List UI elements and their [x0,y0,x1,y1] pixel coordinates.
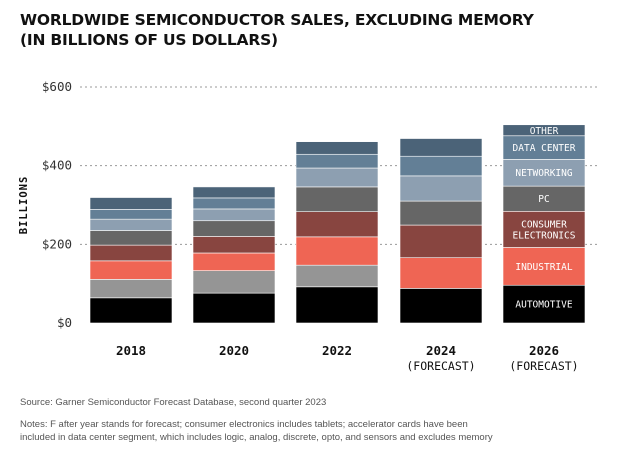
bar-segment [192,220,276,237]
y-axis-label: BILLIONS [18,176,30,235]
chart-title: WORLDWIDE SEMICONDUCTOR SALES, EXCLUDING… [20,10,620,50]
chart-title-line-2: (IN BILLIONS OF US DOLLARS) [20,31,278,49]
bar-segment [502,185,586,212]
bar-segment [399,224,483,259]
bar-segment [192,197,276,210]
y-tick-label: $0 [57,315,72,330]
bar-segment [89,244,173,262]
bar-segment [295,236,379,266]
x-tick-label: 2022 [322,343,352,358]
x-tick-label: (FORECAST) [406,359,475,373]
x-tick-label: (FORECAST) [509,359,578,373]
footnote-line-1: Notes: F after year stands for forecast;… [20,419,468,430]
bar-segment [295,153,379,169]
bar-segment [295,286,379,324]
y-tick-label: $200 [42,236,72,251]
segment-label: DATA CENTER [513,143,576,154]
bar-segment [399,155,483,177]
bar-segment [502,247,586,286]
bar-segment [295,264,379,288]
bar-segment [192,270,276,294]
bar-segment [192,292,276,324]
bar-segment [89,209,173,220]
footnote-line-2: included in data center segment, which i… [20,432,493,443]
segment-label: AUTOMOTIVE [515,300,572,311]
segment-label: INDUSTRIAL [515,262,572,273]
bar-segment [295,211,379,238]
y-tick-label: $600 [42,79,72,94]
segment-label: NETWORKING [515,168,572,179]
bar-segment [502,284,586,324]
bar-segment [192,186,276,199]
x-tick-label: 2018 [116,343,146,358]
bar-segment [192,252,276,271]
y-tick-label: $400 [42,158,72,173]
x-tick-label: 2020 [219,343,249,358]
bar-segment [399,257,483,289]
x-tick-label: 2026 [529,343,559,358]
bar-segment [399,138,483,157]
bar-segment [295,186,379,212]
source-note: Source: Garner Semiconductor Forecast Da… [20,397,327,408]
bar-segment [89,297,173,324]
bar-segment [295,167,379,188]
bar-segment [502,210,586,248]
chart-title-line-1: WORLDWIDE SEMICONDUCTOR SALES, EXCLUDING… [20,11,534,29]
bar-segment [89,230,173,246]
segment-label: CONSUMER [521,219,567,230]
bar-segment [399,175,483,202]
bar-segment [89,197,173,210]
bar-segment [295,141,379,155]
segment-label: PC [538,194,549,205]
bar-segment [89,218,173,231]
bar-segment [502,159,586,187]
bar-segment [399,288,483,324]
bar-segment [502,124,586,137]
bar-segment [399,200,483,226]
segment-label: ELECTRONICS [513,230,576,241]
bar-segment [192,208,276,222]
segment-label: OTHER [530,126,559,137]
bar-segment [89,260,173,280]
x-tick-label: 2024 [426,343,456,358]
bar-segment [89,279,173,299]
bar-segment [192,236,276,254]
footnotes: Notes: F after year stands for forecast;… [20,418,610,444]
